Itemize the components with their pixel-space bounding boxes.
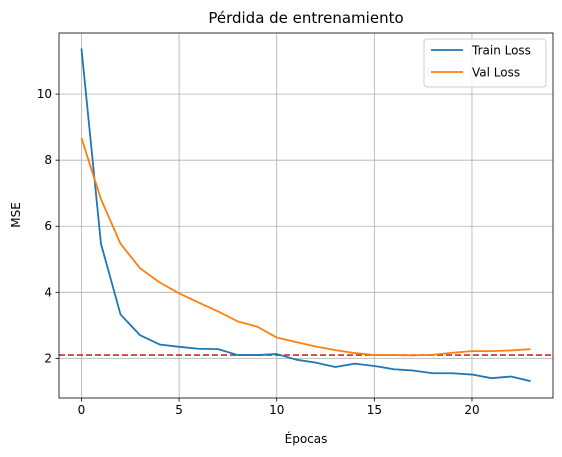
y-tick-label-2: 2 [44, 351, 52, 365]
axis-ticks: 0 5 10 15 20 2 4 6 8 10 [37, 87, 480, 417]
x-axis-label: Épocas [285, 431, 328, 446]
legend-label-val-loss: Val Loss [472, 66, 520, 80]
x-tick-label-5: 5 [175, 403, 183, 417]
legend-box [423, 38, 547, 88]
y-tick-label-4: 4 [44, 285, 52, 299]
series-line-train-loss [80, 48, 531, 383]
legend: Train Loss Val Loss [423, 38, 547, 88]
y-tick-label-6: 6 [44, 219, 52, 233]
x-tick-label-10: 10 [269, 403, 284, 417]
x-tick-label-0: 0 [78, 403, 86, 417]
series-line-val-loss [80, 137, 531, 357]
plot-frame [58, 32, 554, 399]
y-tick-label-10: 10 [37, 87, 52, 101]
y-tick-label-8: 8 [44, 153, 52, 167]
x-tick-label-15: 15 [367, 403, 382, 417]
legend-label-train-loss: Train Loss [471, 44, 531, 58]
x-tick-label-20: 20 [464, 403, 479, 417]
series-lines [80, 48, 531, 383]
y-axis-label: MSE [9, 202, 23, 228]
grid-lines [59, 33, 553, 398]
chart-title: Pérdida de entrenamiento [208, 9, 403, 27]
